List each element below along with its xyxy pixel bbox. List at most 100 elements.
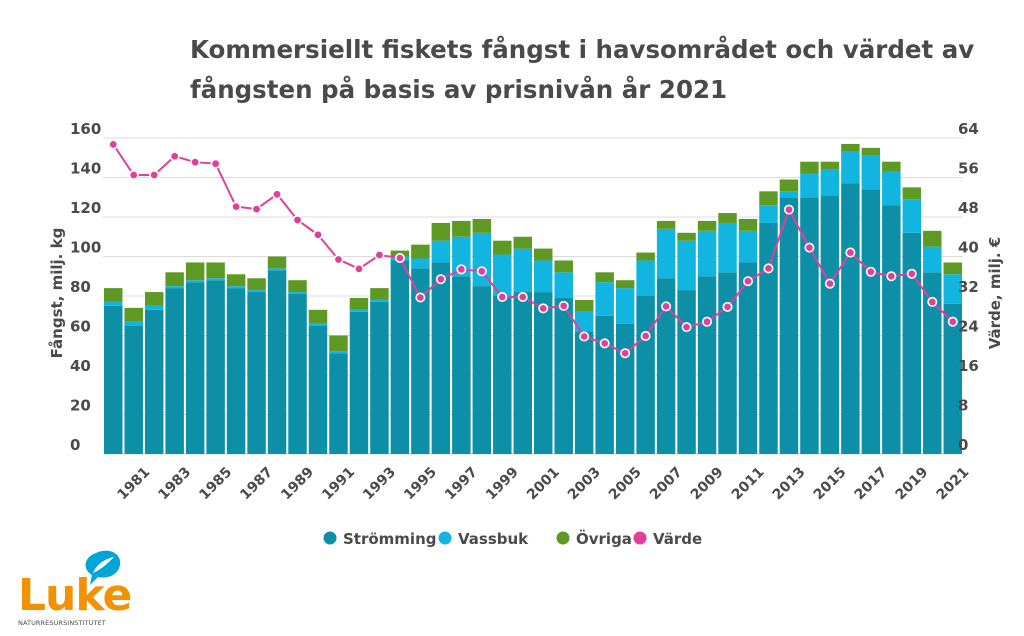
value-point (906, 268, 917, 279)
x-tick-label: 2005 (606, 464, 645, 503)
value-point (620, 348, 631, 359)
bar-segment-övriga (185, 262, 205, 281)
y-left-tick-label: 80 (70, 278, 91, 296)
bar-segment-vassbuk (882, 171, 901, 206)
bar-segment-strömming (144, 309, 164, 454)
bar-segment-övriga (493, 240, 512, 255)
bar-segment-övriga (697, 220, 717, 231)
bar-segment-strömming (104, 305, 123, 454)
value-point (804, 242, 815, 253)
bar-segment-strömming (390, 260, 410, 454)
legend-label: Övriga (576, 529, 632, 548)
bar-segment-övriga (902, 187, 922, 200)
y-axis-left-label: Fångst, milj. kg (48, 228, 66, 359)
bar-segment-övriga (882, 161, 901, 172)
bar-segment-vassbuk (841, 151, 860, 184)
y-right-tick-label: 24 (958, 318, 979, 336)
bar-segment-strömming (697, 276, 717, 454)
value-point (128, 170, 139, 181)
bar-segment-övriga (656, 220, 676, 229)
value-point (456, 264, 467, 275)
x-tick-label: 1997 (442, 464, 481, 503)
y-right-tick-label: 16 (958, 357, 979, 375)
bar-segment-strömming (677, 290, 696, 454)
x-tick-label: 1983 (155, 464, 194, 503)
value-point (312, 229, 323, 240)
x-tick-label: 2003 (565, 464, 604, 503)
bar-segment-övriga (472, 218, 492, 233)
bar-segment-strömming (329, 353, 348, 454)
bar-segment-strömming (226, 288, 246, 454)
y-right-tick-label: 40 (958, 239, 979, 257)
bar-segment-strömming (718, 272, 737, 454)
value-point (497, 291, 508, 302)
bar-segment-övriga (288, 280, 307, 293)
value-point (886, 271, 897, 282)
bar-segment-strömming (636, 296, 655, 454)
bar-segment-strömming (513, 292, 532, 454)
value-point (333, 254, 344, 265)
x-tick-label: 2007 (647, 464, 686, 503)
bar-segment-övriga (267, 256, 287, 269)
chart-title-line-1: Kommersiellt fiskets fångst i havsområde… (190, 35, 975, 64)
legend-marker (323, 531, 337, 545)
value-point (353, 263, 364, 274)
bar-segment-övriga (329, 335, 348, 352)
value-point (579, 331, 590, 342)
bar-segment-strömming (902, 232, 922, 454)
bar-segment-vassbuk (554, 272, 573, 298)
bar-segment-vassbuk (452, 236, 471, 277)
bar-segment-vassbuk (247, 290, 266, 293)
value-point (476, 266, 487, 277)
bar-segment-övriga (554, 260, 573, 273)
bar-segment-strömming (206, 280, 225, 454)
bar-segment-strömming (124, 325, 143, 454)
x-tick-label: 1985 (196, 464, 235, 503)
value-point (661, 301, 672, 312)
value-point (149, 170, 160, 181)
bar-segment-strömming (759, 222, 778, 454)
y-right-tick-label: 56 (958, 160, 979, 178)
y-left-tick-label: 140 (70, 160, 101, 178)
x-tick-label: 2019 (893, 464, 932, 503)
bar-segment-vassbuk (185, 280, 205, 283)
value-point (435, 274, 446, 285)
bar-segment-vassbuk (431, 240, 451, 263)
bar-segment-strömming (841, 183, 860, 455)
x-tick-label: 1981 (114, 464, 153, 503)
bar-segment-vassbuk (534, 260, 553, 293)
bar-segment-strömming (595, 315, 614, 454)
bar-segment-övriga (104, 288, 123, 302)
y-left-tick-label: 60 (70, 318, 91, 336)
value-point (292, 214, 303, 225)
logo-wordmark: Luke (18, 570, 132, 621)
x-tick-label: 1987 (237, 464, 276, 503)
bar-segment-strömming (493, 296, 512, 454)
value-point (558, 300, 569, 311)
bar-segment-övriga (574, 299, 594, 312)
y-right-tick-label: 32 (958, 278, 979, 296)
bar-segment-vassbuk (308, 323, 328, 326)
value-point (394, 252, 405, 263)
value-point (763, 263, 774, 274)
bar-segment-övriga (165, 272, 184, 287)
bar-segment-strömming (738, 262, 758, 454)
x-tick-label: 1989 (278, 464, 317, 503)
bar-segment-strömming (288, 294, 307, 454)
bar-segment-vassbuk (615, 288, 635, 324)
value-point (108, 139, 119, 150)
bar-segment-övriga (800, 161, 819, 174)
bar-segment-vassbuk (861, 155, 881, 190)
value-point (640, 330, 651, 341)
bar-segment-vassbuk (124, 321, 143, 326)
bar-segment-strömming (882, 205, 901, 454)
bar-segment-strömming (554, 297, 573, 454)
bar-segment-strömming (370, 301, 389, 454)
x-tick-label: 1999 (483, 464, 522, 503)
bar-segment-strömming (923, 272, 942, 454)
bar-segment-övriga (636, 252, 655, 261)
bar-segment-övriga (738, 218, 758, 231)
bar-segment-övriga (308, 309, 328, 324)
bar-segment-övriga (349, 297, 369, 310)
chart-title-line-2: fångsten på basis av prisnivån år 2021 (190, 75, 728, 104)
